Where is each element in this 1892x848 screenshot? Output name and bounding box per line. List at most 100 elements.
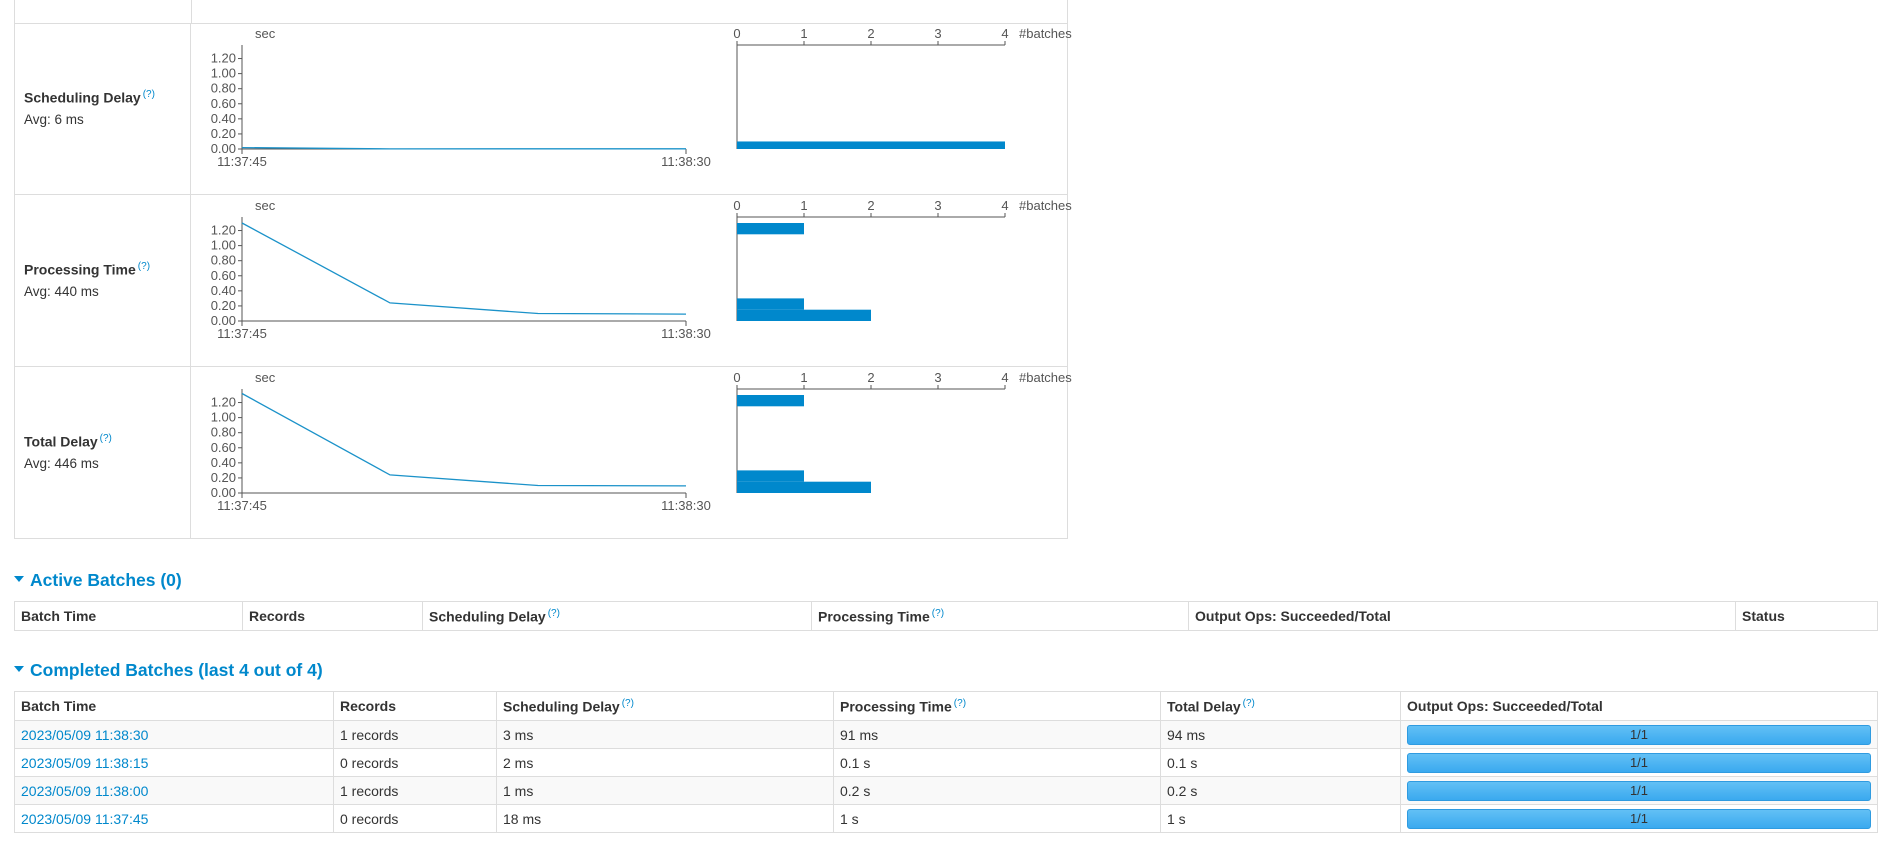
hist-tick-label: 4: [1001, 370, 1008, 385]
active-batches-toggle[interactable]: Active Batches (0): [14, 570, 182, 591]
hist-bar: [737, 309, 871, 321]
y-tick-label: 1.20: [211, 223, 236, 238]
records-cell: 0 records: [333, 804, 497, 833]
y-tick-label: 0.00: [211, 313, 236, 328]
column-header-output-ops[interactable]: Output Ops: Succeeded/Total: [1400, 691, 1878, 721]
records-cell: 0 records: [333, 748, 497, 777]
y-axis-unit-label: sec: [255, 370, 276, 385]
help-icon[interactable]: (?): [142, 89, 155, 100]
y-tick-label: 0.80: [211, 81, 236, 96]
hist-tick-label: 3: [934, 26, 941, 41]
output-ops-progress-bar: 1/1: [1407, 724, 1871, 745]
y-tick-label: 0.40: [211, 455, 236, 470]
stat-label-cell: Scheduling Delay (?) Avg: 6 ms: [15, 23, 191, 194]
y-tick-label: 0.60: [211, 440, 236, 455]
batch-time-link[interactable]: 2023/05/09 11:38:00: [21, 782, 149, 799]
y-axis-unit-label: sec: [255, 198, 276, 213]
series-line: [241, 392, 687, 487]
output-ops-progress-bar: 1/1: [1407, 752, 1871, 773]
y-tick-label: 0.20: [211, 126, 236, 141]
scheduling-delay-cell: 18 ms: [496, 804, 834, 833]
hist-tick-label: 3: [934, 370, 941, 385]
column-header-batch-time[interactable]: Batch Time: [14, 601, 243, 631]
help-icon[interactable]: (?): [931, 607, 945, 619]
stat-average: Avg: 440 ms: [24, 284, 99, 299]
x-tick-label: 11:38:30: [661, 498, 711, 513]
column-header-output-ops[interactable]: Output Ops: Succeeded/Total: [1188, 601, 1736, 631]
hist-bar: [737, 395, 804, 407]
column-header-status[interactable]: Status: [1735, 601, 1878, 631]
records-cell: 1 records: [333, 720, 497, 749]
hist-bar: [737, 141, 1005, 149]
y-tick-label: 0.80: [211, 425, 236, 440]
stat-average: Avg: 446 ms: [24, 456, 99, 471]
hist-tick-label: 0: [733, 370, 740, 385]
column-header-scheduling-delay[interactable]: Scheduling Delay (?): [496, 691, 834, 721]
y-tick-label: 1.20: [211, 51, 236, 66]
help-icon[interactable]: (?): [137, 261, 151, 272]
completed-batches-table: Batch Time Records Scheduling Delay (?) P…: [14, 691, 1878, 833]
column-header-batch-time[interactable]: Batch Time: [14, 691, 334, 721]
hist-tick-label: 4: [1001, 26, 1008, 41]
hist-tick-label: 4: [1001, 198, 1008, 213]
batch-time-link[interactable]: 2023/05/09 11:38:15: [21, 754, 149, 771]
stat-name: Total Delay (?): [24, 433, 112, 450]
stat-row-total-delay: Total Delay (?) Avg: 446 ms sec 0.00 0.20 0.…: [15, 367, 1072, 539]
hist-tick-label: 2: [867, 370, 874, 385]
column-header-processing-time[interactable]: Processing Time (?): [811, 601, 1189, 631]
y-tick-label: 1.00: [211, 238, 236, 253]
completed-batches-toggle[interactable]: Completed Batches (last 4 out of 4): [14, 660, 323, 681]
processing-time-charts: sec 0.000.200.400.600.801.001.20 11:37:45 1…: [211, 198, 1073, 341]
output-ops-progress-bar: 1/1: [1407, 808, 1871, 829]
column-header-records[interactable]: Records: [333, 691, 497, 721]
series-line: [241, 146, 686, 150]
processing-time-cell: 0.1 s: [833, 748, 1161, 777]
y-axis-unit-label: sec: [255, 26, 276, 41]
total-delay-cell: 0.1 s: [1160, 748, 1401, 777]
stat-row-scheduling-delay: Scheduling Delay (?) Avg: 6 ms sec 0.00 0.2…: [15, 23, 1073, 195]
hist-unit-label: #batches: [1019, 198, 1072, 213]
stat-name: Scheduling Delay (?): [24, 89, 155, 106]
table-row: 2023/05/09 11:38:30 1 records 3 ms 91 ms…: [14, 720, 1878, 749]
help-icon[interactable]: (?): [953, 697, 967, 709]
batch-time-link[interactable]: 2023/05/09 11:37:45: [21, 810, 149, 827]
y-tick-label: 1.00: [211, 66, 236, 81]
processing-time-cell: 1 s: [833, 804, 1161, 833]
series-line: [241, 222, 687, 315]
column-header-records[interactable]: Records: [242, 601, 423, 631]
help-icon[interactable]: (?): [621, 697, 634, 709]
x-tick-label: 11:38:30: [661, 154, 711, 169]
y-tick-label: 0.00: [211, 485, 236, 500]
stat-row-processing-time: Processing Time (?) Avg: 440 ms sec 0.00 0.…: [15, 195, 1073, 367]
column-header-processing-time[interactable]: Processing Time (?): [833, 691, 1161, 721]
collapse-caret-icon: [14, 666, 24, 673]
table-header-row: Batch Time Records Scheduling Delay (?) P…: [14, 691, 1878, 721]
y-tick-label: 0.80: [211, 253, 236, 268]
y-tick-label: 1.20: [211, 395, 236, 410]
batch-time-link[interactable]: 2023/05/09 11:38:30: [21, 726, 149, 743]
help-icon[interactable]: (?): [1242, 697, 1255, 709]
table-row: 2023/05/09 11:38:15 0 records 2 ms 0.1 s…: [14, 748, 1878, 777]
records-cell: 1 records: [333, 776, 497, 805]
column-header-total-delay[interactable]: Total Delay (?): [1160, 691, 1401, 721]
hist-tick-label: 0: [733, 198, 740, 213]
hist-tick-label: 1: [800, 370, 807, 385]
y-tick-label: 0.20: [211, 298, 236, 313]
hist-unit-label: #batches: [1019, 370, 1072, 385]
table-row: 2023/05/09 11:38:00 1 records 1 ms 0.2 s…: [14, 776, 1878, 805]
column-header-scheduling-delay[interactable]: Scheduling Delay (?): [422, 601, 812, 631]
stat-label-cell: Processing Time (?) Avg: 440 ms: [15, 195, 191, 366]
x-tick-label: 11:37:45: [217, 498, 267, 513]
x-tick-label: 11:37:45: [217, 154, 267, 169]
scheduling-delay-charts: sec 0.000.200.400.600.801.001.20 11:37:45 1…: [211, 26, 1073, 169]
help-icon[interactable]: (?): [547, 607, 560, 619]
table-row: 2023/05/09 11:37:45 0 records 18 ms 1 s …: [14, 804, 1878, 833]
help-icon[interactable]: (?): [99, 433, 112, 444]
y-tick-label: 0.00: [211, 141, 236, 156]
y-tick-label: 0.60: [211, 96, 236, 111]
scheduling-delay-cell: 1 ms: [496, 776, 834, 805]
hist-tick-label: 2: [867, 198, 874, 213]
y-tick-label: 0.20: [211, 470, 236, 485]
scheduling-delay-cell: 3 ms: [496, 720, 834, 749]
hist-bar: [737, 470, 804, 482]
